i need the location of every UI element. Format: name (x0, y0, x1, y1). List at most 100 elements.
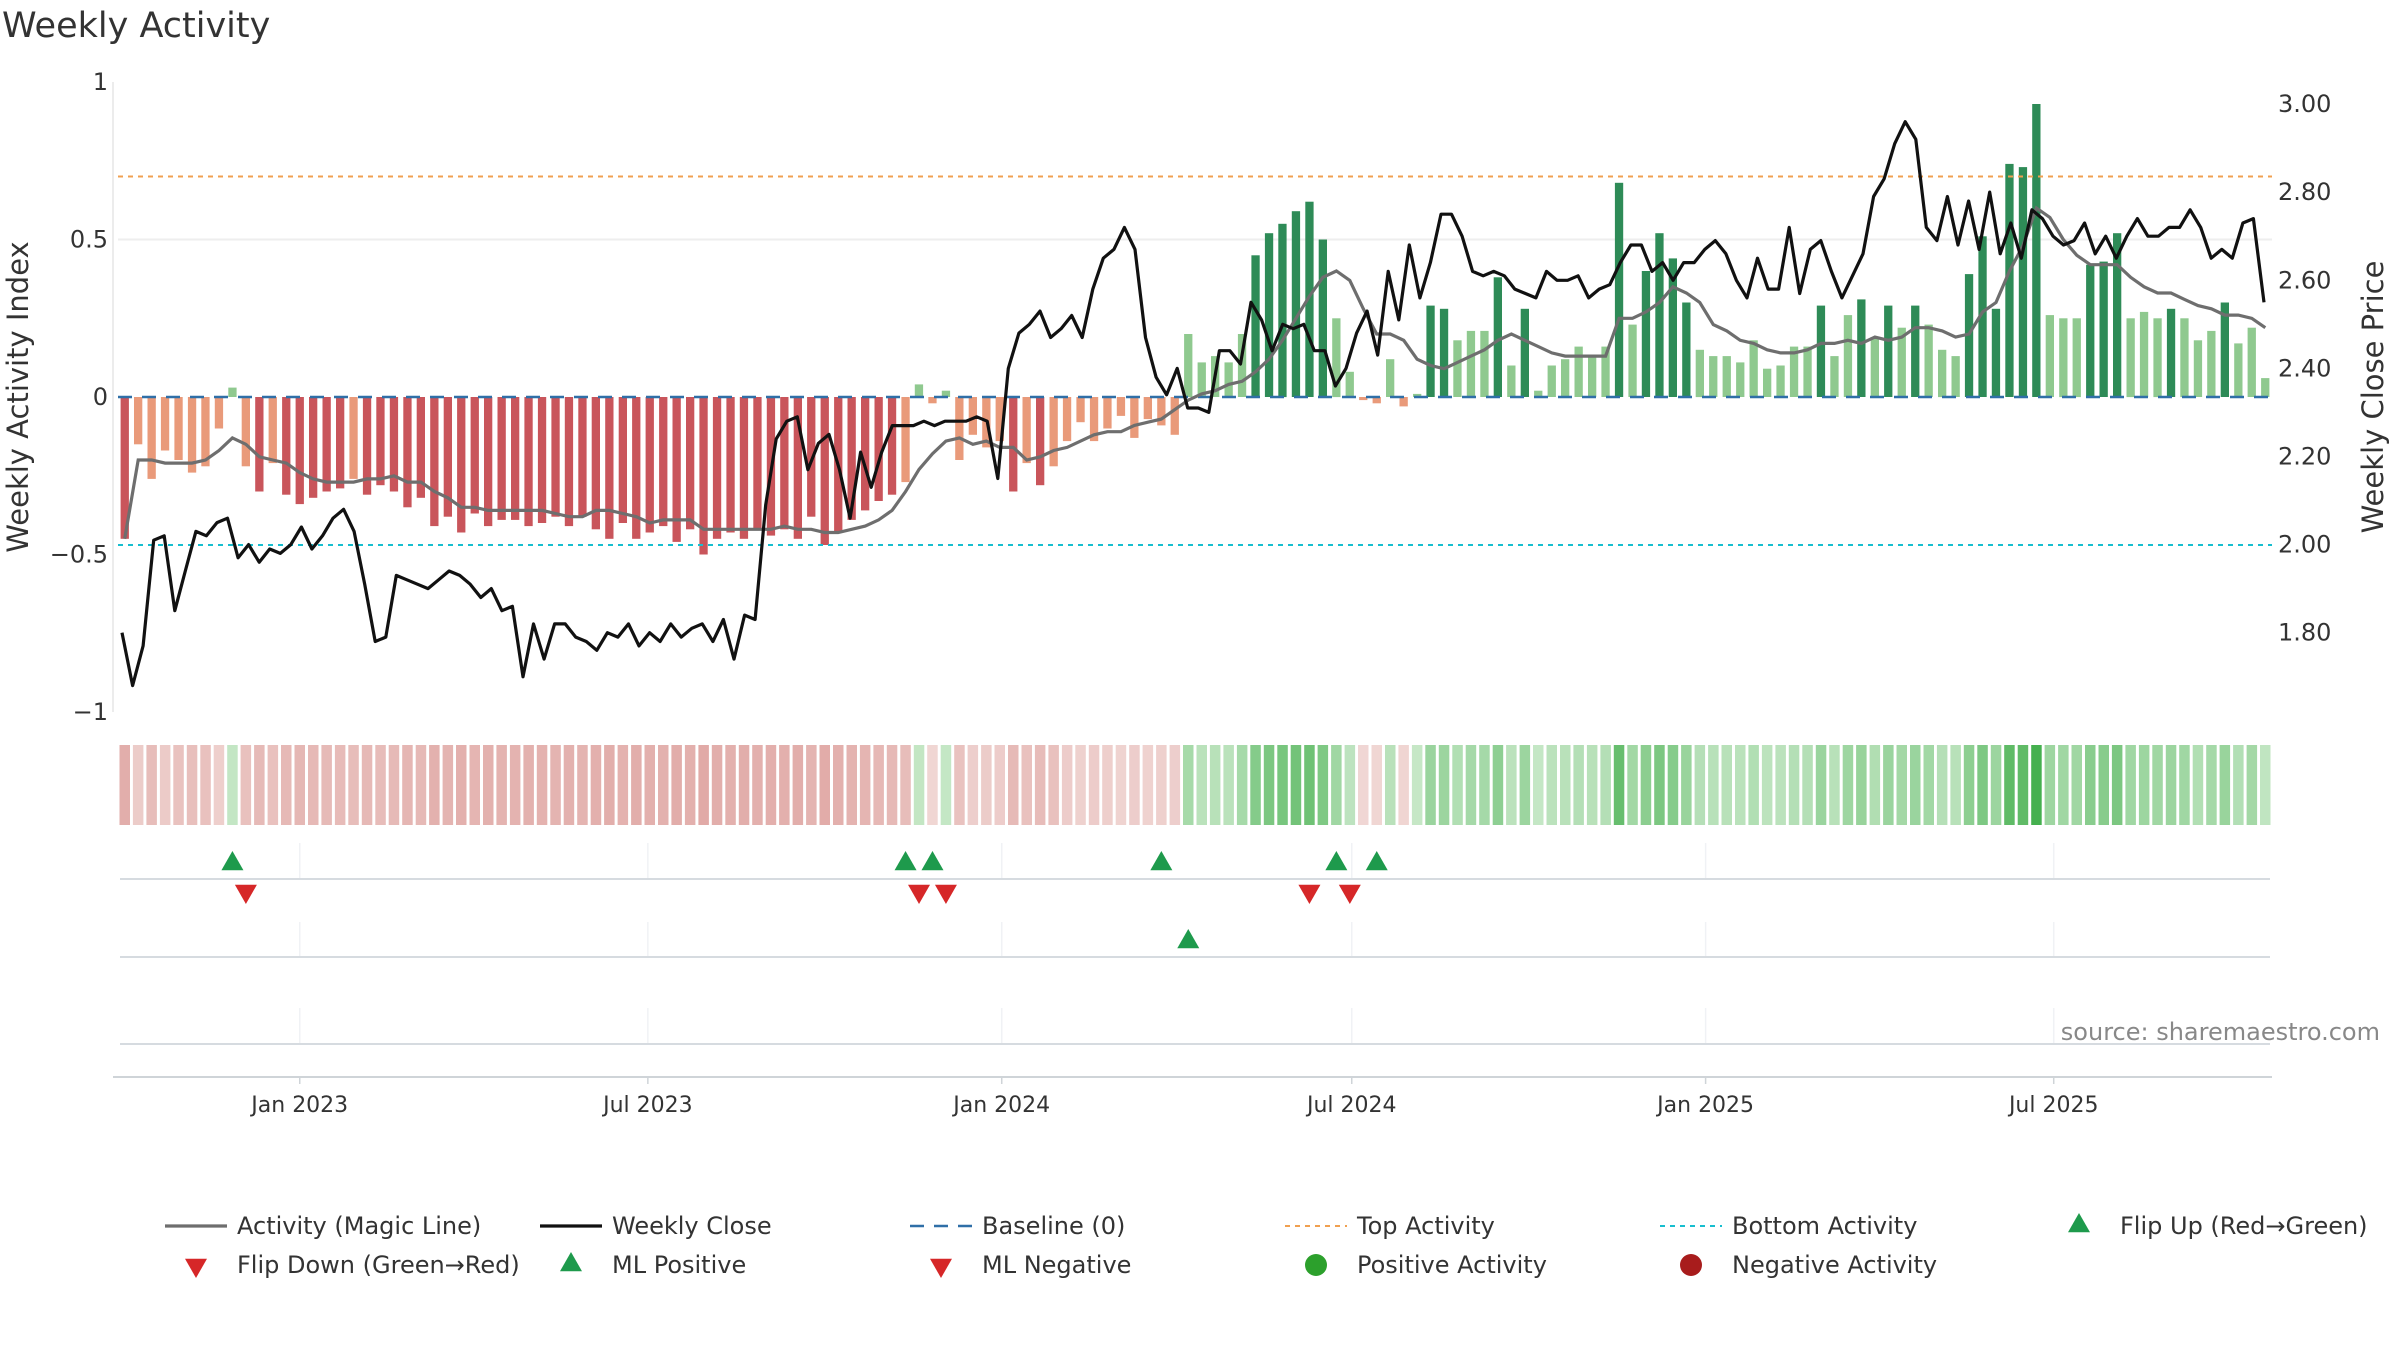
heat-cell (1250, 745, 1261, 825)
heat-cell (1681, 745, 1692, 825)
heat-cell (684, 745, 696, 825)
heat-cell (940, 745, 952, 825)
activity-bar (295, 397, 304, 505)
activity-bar (901, 397, 910, 483)
activity-bar (1130, 397, 1139, 438)
heat-cell (819, 745, 830, 825)
heat-cell (644, 745, 655, 825)
activity-bar (1736, 362, 1745, 397)
activity-bar (968, 397, 977, 435)
heat-cell (1990, 745, 2002, 825)
heat-cell (1560, 745, 1571, 825)
activity-bar (1278, 223, 1287, 398)
heat-cell (2098, 745, 2109, 825)
y-left-axis-label: Weekly Activity Index (1, 241, 35, 552)
legend-weekly-close: Weekly Close (612, 1212, 772, 1240)
activity-bar (282, 397, 291, 495)
activity-bar (861, 397, 870, 511)
legend-ml-negative: ML Negative (982, 1251, 1131, 1279)
heat-cell (173, 745, 184, 825)
activity-bar (1170, 397, 1179, 435)
activity-bar (457, 397, 466, 533)
heat-cell (2192, 745, 2204, 825)
activity-bar (2247, 327, 2256, 397)
heat-cell (806, 745, 817, 825)
heat-cell (483, 745, 494, 825)
legend-swatch (2068, 1213, 2090, 1233)
heat-cell (2206, 745, 2217, 825)
heat-cell (1506, 745, 1517, 825)
heat-cell (1183, 745, 1194, 825)
activity-bar (1157, 397, 1166, 426)
activity-bar (1655, 233, 1664, 397)
heat-cell (2233, 745, 2244, 825)
activity-bar (887, 397, 897, 495)
activity-bar (618, 397, 627, 523)
activity-bar (1547, 365, 1556, 397)
legend-flip-up: Flip Up (Red→Green) (2120, 1212, 2368, 1240)
heat-cell (415, 745, 427, 825)
activity-bar (2059, 318, 2068, 398)
y-right-tick-label: 1.80 (2278, 619, 2331, 647)
heat-cell (146, 745, 157, 825)
heat-cell (1344, 745, 1356, 825)
heat-cell (1613, 745, 1625, 825)
heat-cell (2058, 745, 2069, 825)
activity-bar (1224, 362, 1233, 397)
heat-cell (1115, 745, 1127, 825)
activity-bar (511, 397, 520, 520)
activity-bar (591, 397, 600, 530)
activity-bar (1668, 258, 1677, 397)
heat-cell (792, 745, 804, 825)
heat-cell (509, 745, 521, 825)
legend-top-activity: Top Activity (1356, 1212, 1495, 1240)
activity-bar (147, 397, 156, 479)
heat-cell (1600, 745, 1611, 825)
heat-cell (1156, 745, 1167, 825)
heat-cell (1196, 745, 1207, 825)
activity-bar (659, 397, 668, 527)
activity-bar (2018, 167, 2028, 397)
activity-bar (537, 397, 547, 523)
heat-cell (348, 745, 359, 825)
activity-bar (2005, 163, 2014, 397)
activity-bar (255, 397, 264, 492)
activity-bar (389, 397, 399, 492)
heat-cell (1048, 745, 1059, 825)
activity-bar (1009, 397, 1018, 492)
heat-cell (1815, 745, 1827, 825)
heat-cell (577, 745, 588, 825)
activity-bar (349, 397, 358, 479)
heat-cell (2125, 745, 2136, 825)
heat-cell (523, 745, 534, 825)
heat-cell (846, 745, 857, 825)
heat-cell (671, 745, 682, 825)
activity-bar (1022, 397, 1031, 464)
activity-bar (1116, 397, 1126, 416)
heat-cell (1061, 745, 1073, 825)
legend-negative-activity: Negative Activity (1732, 1251, 1937, 1279)
heat-cell (536, 745, 548, 825)
activity-bar (1776, 365, 1785, 397)
activity-bar (2166, 308, 2176, 397)
activity-bar (1722, 356, 1731, 397)
activity-bar (2045, 315, 2054, 397)
heat-cell (469, 745, 480, 825)
heat-cell (1479, 745, 1490, 825)
flip-down-marker (234, 884, 257, 904)
heat-cell (631, 745, 642, 825)
heat-cell (833, 745, 844, 825)
heat-cell (281, 745, 292, 825)
activity-bar (2180, 318, 2189, 398)
heat-cell (779, 745, 790, 825)
activity-bar (1614, 182, 1624, 397)
x-tick-label: Jan 2023 (249, 1093, 348, 1118)
activity-bar (1251, 255, 1260, 398)
activity-bar (1749, 340, 1758, 397)
heat-cell (1331, 745, 1342, 825)
activity-bar (1938, 349, 1947, 398)
heat-cell (1829, 745, 1840, 825)
y-right-axis-label: Weekly Close Price (2356, 261, 2390, 534)
activity-bar (995, 397, 1004, 442)
activity-bar (955, 397, 964, 460)
